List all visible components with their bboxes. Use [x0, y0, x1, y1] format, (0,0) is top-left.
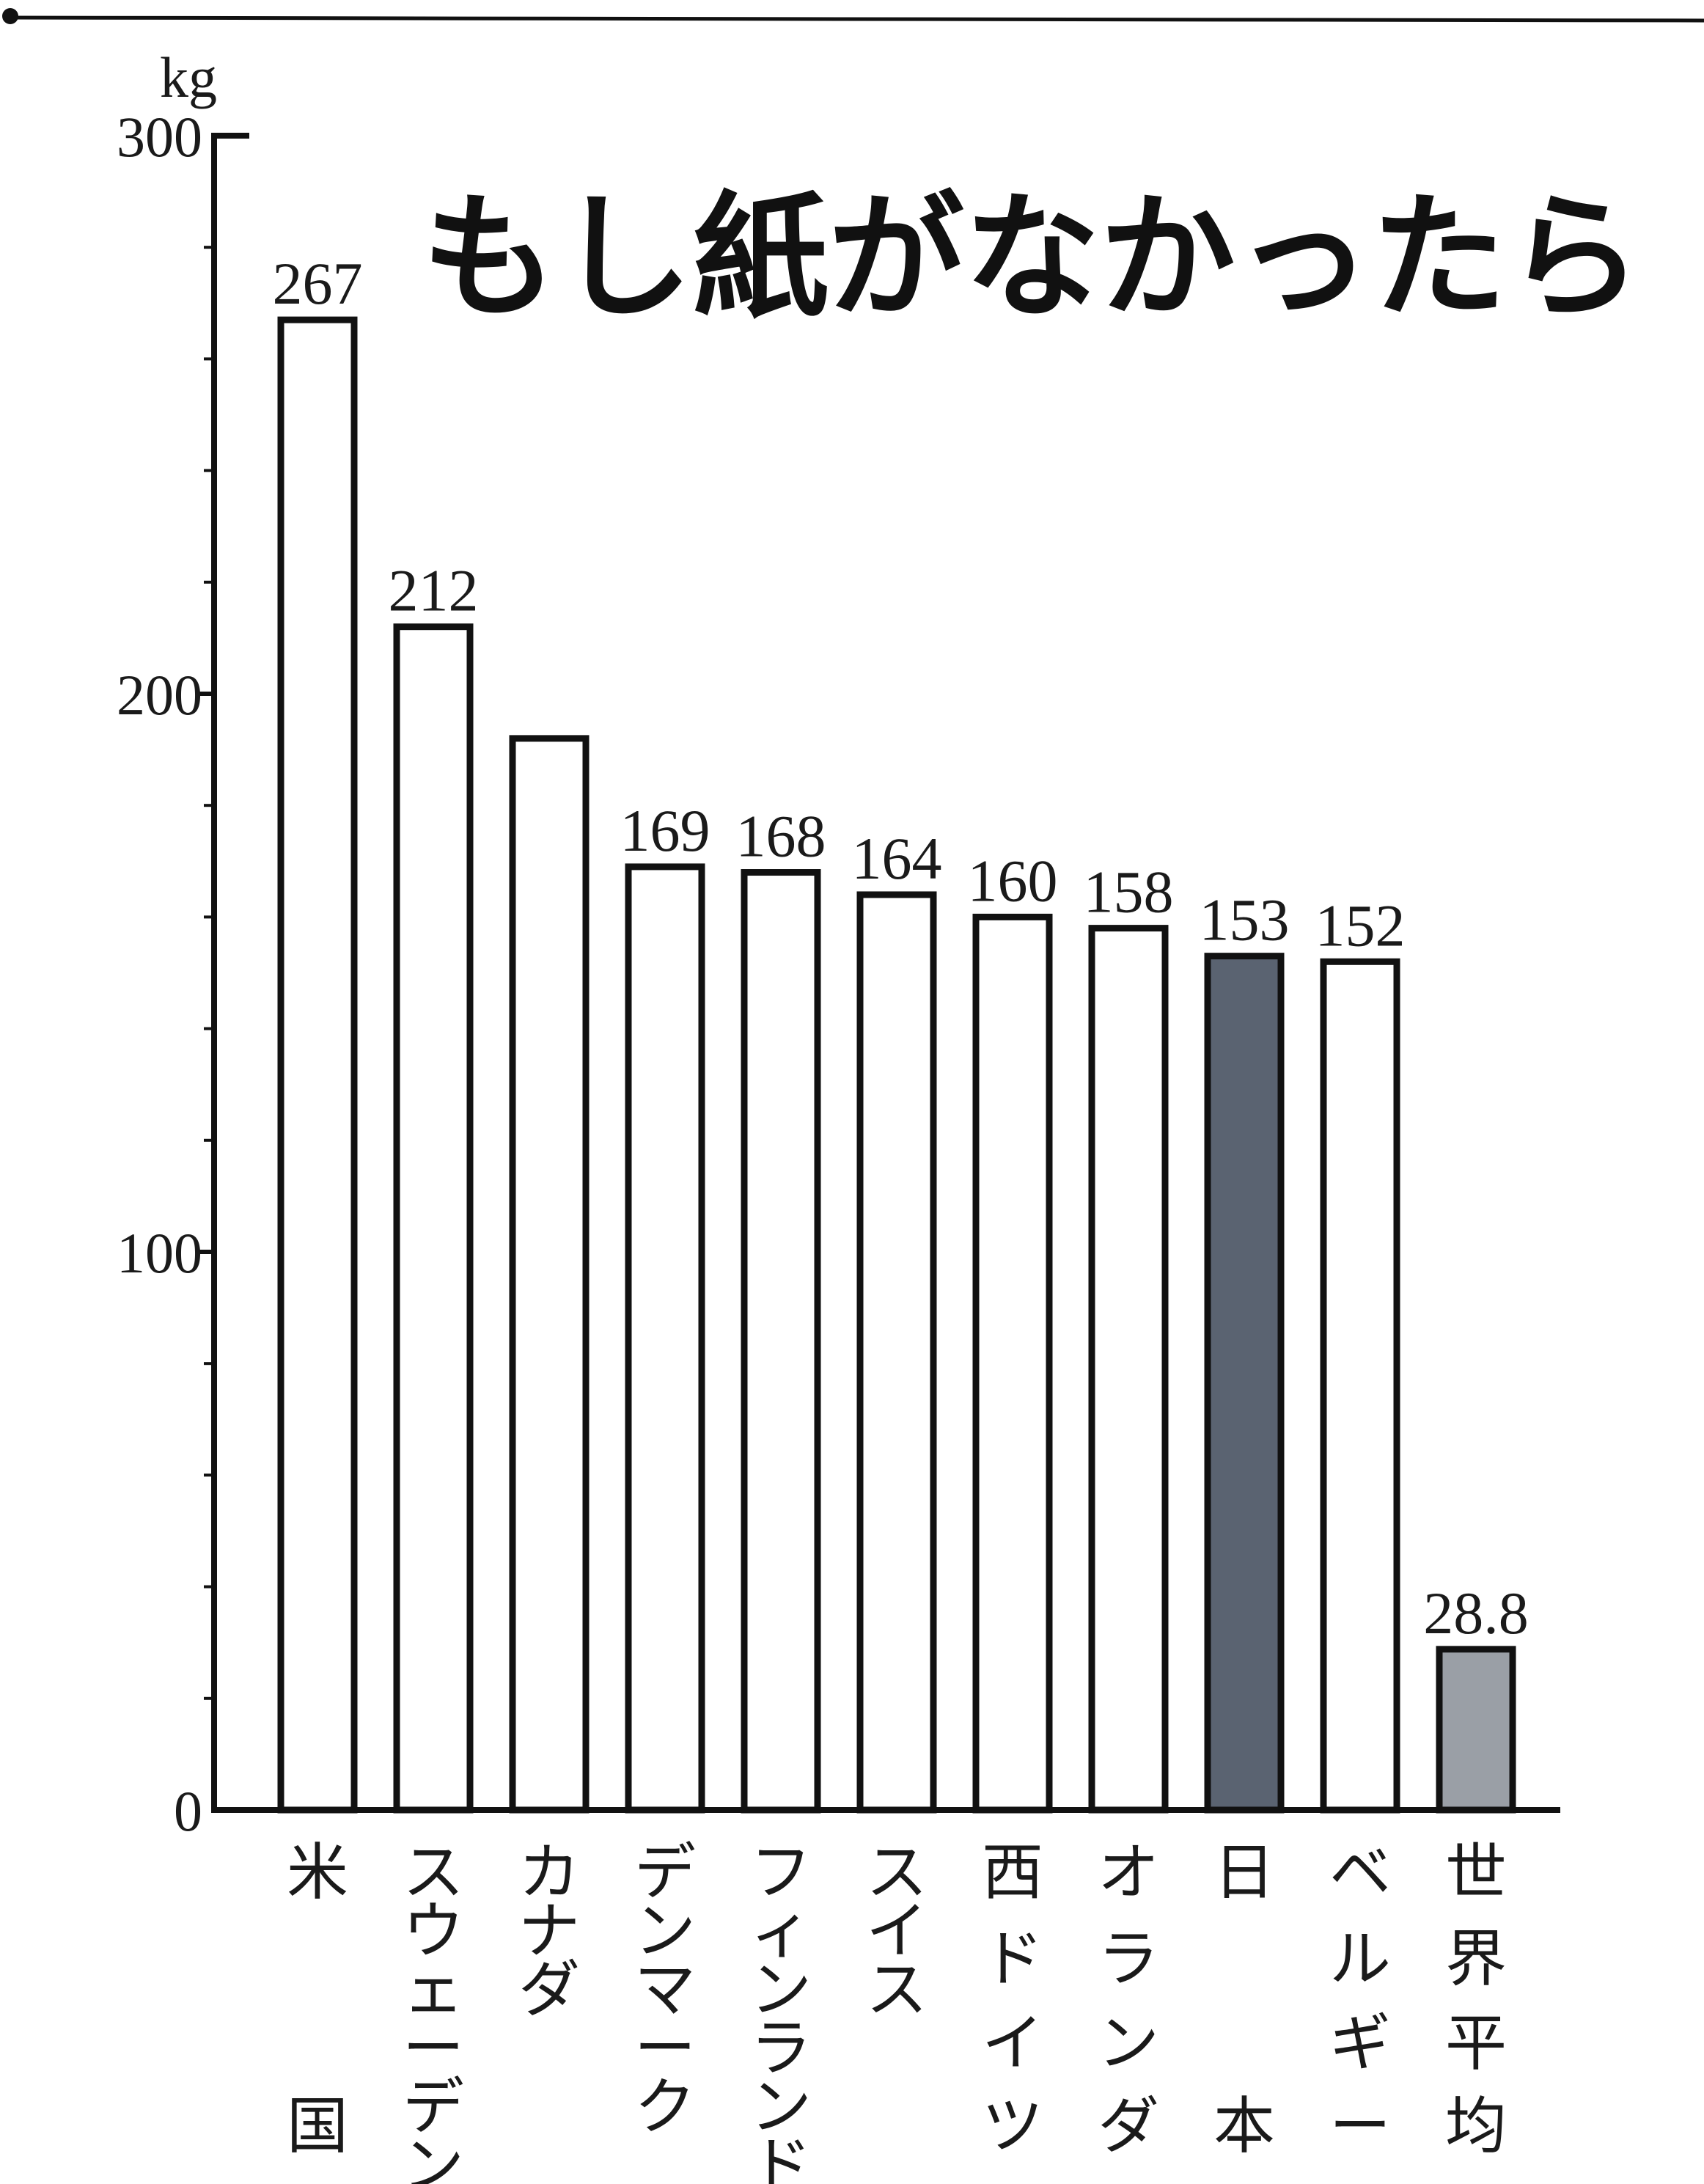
data-label: 158	[1084, 859, 1174, 926]
category-label-char: ナ	[518, 1895, 580, 1967]
category-label-char: 米	[287, 1836, 348, 1908]
category-label-char: 日	[1213, 1836, 1275, 1908]
category-label-char: カ	[518, 1836, 580, 1908]
data-label: 267	[273, 250, 363, 317]
category-label-char: ウ	[403, 1895, 464, 1967]
category-label-char: ィ	[750, 1895, 812, 1967]
category-label-char: 本	[1213, 2090, 1275, 2162]
category-label-char: ー	[1329, 2090, 1391, 2162]
category-label-char: ダ	[1098, 2090, 1159, 2162]
header-rule	[2, 8, 1704, 24]
data-label: 169	[620, 797, 710, 864]
category-label-char: ー	[634, 2012, 696, 2084]
y-axis-unit: kg	[160, 45, 217, 109]
category-label-char: ス	[866, 1836, 928, 1908]
category-label-char: ー	[403, 2012, 464, 2084]
data-label: 28.8	[1423, 1580, 1529, 1646]
category-label-char: ン	[634, 1895, 696, 1967]
y-tick-label: 0	[174, 1779, 202, 1843]
category-label-char: 均	[1445, 2090, 1507, 2162]
category-label-char: イ	[982, 2007, 1043, 2079]
category-label-char: 平	[1445, 2007, 1507, 2079]
category-label-char: 世	[1445, 1836, 1507, 1908]
category-label-char: ド	[750, 2130, 812, 2184]
category-label-char: ン	[1098, 2007, 1159, 2079]
category-label-char: ツ	[982, 2090, 1043, 2162]
bar	[625, 863, 705, 1814]
bar	[1204, 953, 1285, 1814]
category-label-char: ド	[982, 1923, 1043, 1995]
chart-title: もし紙がなかったら	[422, 178, 1642, 337]
bar	[972, 913, 1053, 1814]
bar	[1320, 958, 1400, 1814]
category-label-char: ギ	[1329, 2007, 1391, 2079]
category-label-char: ク	[634, 2071, 696, 2143]
category-label-char: ス	[403, 1836, 464, 1908]
bars	[277, 316, 1516, 1814]
bar	[856, 891, 937, 1814]
y-tick-label: 100	[117, 1221, 202, 1285]
category-labels: 米国スウェーデンカナダデンマークフィンランドスイス西ドイツオランダ日本ベルギー世…	[287, 1836, 1507, 2184]
data-label: 212	[389, 557, 479, 624]
bar	[509, 735, 590, 1814]
category-label-char: フ	[750, 1836, 812, 1908]
category-label-char: マ	[634, 1954, 696, 2026]
category-label-char: 界	[1445, 1923, 1507, 1995]
data-label: 153	[1200, 887, 1290, 953]
category-label-char: ン	[403, 2130, 464, 2184]
y-tick-label: 200	[117, 663, 202, 727]
bar	[393, 623, 474, 1814]
bar	[1088, 925, 1169, 1814]
category-label-char: ラ	[750, 2012, 812, 2084]
category-label-char: ベ	[1329, 1836, 1391, 1908]
header-rule-dot	[2, 8, 18, 24]
category-label-char: イ	[866, 1895, 928, 1967]
category-label-char: ン	[750, 1954, 812, 2026]
category-label-char: ン	[750, 2071, 812, 2143]
category-label-char: デ	[403, 2071, 464, 2143]
header-rule-line	[10, 15, 1704, 23]
category-label-char: ル	[1329, 1923, 1391, 1995]
value-labels: 267 212 169 168 164 160 158 153 152 28.8	[273, 250, 1529, 1646]
category-label-char: 西	[982, 1836, 1043, 1908]
bar	[741, 869, 821, 1814]
category-label-char: オ	[1098, 1836, 1159, 1908]
category-label-char: ェ	[403, 1954, 464, 2026]
bar	[277, 316, 358, 1814]
data-label: 168	[736, 803, 826, 870]
category-label-char: ラ	[1098, 1923, 1159, 1995]
data-label: 164	[852, 825, 942, 892]
category-label-char: ス	[866, 1954, 928, 2026]
bar	[1436, 1646, 1516, 1814]
data-label: 152	[1315, 892, 1406, 959]
category-label-char: 国	[287, 2090, 348, 2162]
data-label: 160	[968, 847, 1058, 914]
category-label-char: ダ	[518, 1954, 580, 2026]
y-tick-label: 300	[117, 105, 202, 169]
category-label-char: デ	[634, 1836, 696, 1908]
